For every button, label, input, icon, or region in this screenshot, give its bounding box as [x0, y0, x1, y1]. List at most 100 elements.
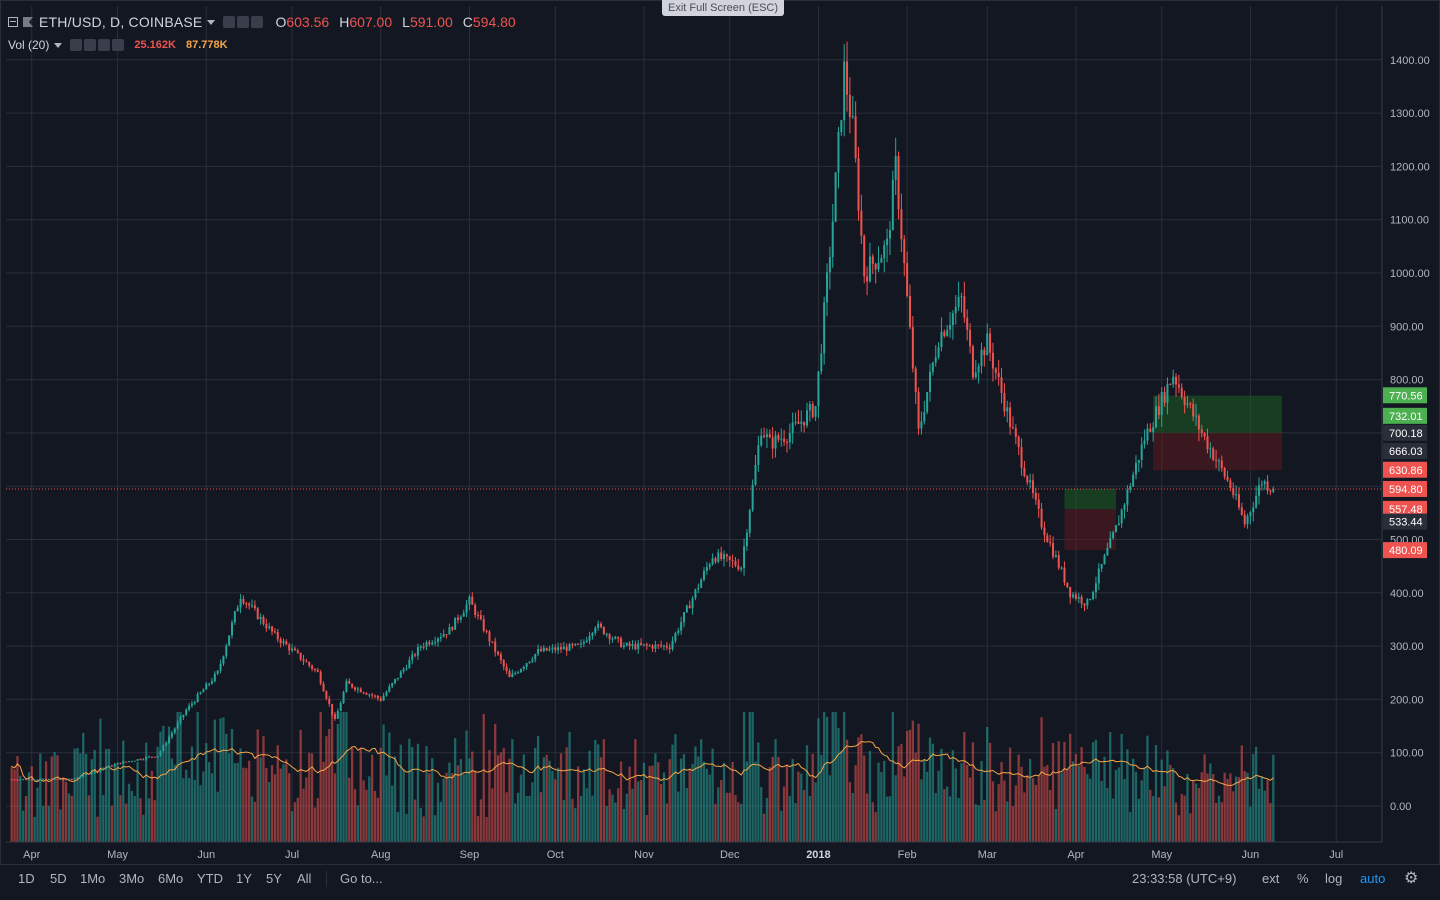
volume-bar [1071, 761, 1075, 842]
volume-bar [740, 803, 743, 842]
candle-body [1255, 495, 1258, 508]
close-icon[interactable] [112, 39, 125, 51]
flag-icon[interactable] [23, 17, 33, 27]
candle-body [448, 627, 451, 635]
volume-bar [966, 764, 969, 842]
volume-bar [868, 750, 872, 842]
volume-bar [242, 767, 245, 842]
candle-body [1112, 532, 1115, 539]
volume-bar [1040, 717, 1043, 842]
candle-body [208, 683, 211, 685]
volume-indicator-name[interactable]: Vol (20) [8, 38, 50, 52]
ext-hours-toggle[interactable]: ext [1262, 871, 1280, 886]
volume-bar [742, 712, 746, 842]
settings-icon[interactable] [84, 39, 97, 51]
candle-body [946, 329, 949, 337]
volume-bar [1146, 735, 1149, 842]
time-tick-label: Jul [285, 849, 299, 861]
position-zone [1153, 395, 1282, 433]
candle-body [122, 761, 125, 764]
more-icon[interactable] [251, 16, 264, 28]
candle-body [542, 647, 545, 652]
volume-bar [705, 768, 709, 842]
range-ytd-button[interactable]: YTD [197, 871, 223, 886]
candle-body [937, 347, 940, 358]
range-3mo-button[interactable]: 3Mo [119, 871, 145, 886]
range-1d-button[interactable]: 1D [18, 871, 35, 886]
candle-body [445, 634, 448, 636]
price-axis[interactable]: 1400.00 1300.00 1200.00 1100.00 1000.00 900.0… [6, 6, 1430, 842]
volume-bar [1028, 758, 1032, 842]
chevron-down-icon[interactable] [207, 19, 216, 25]
candle-body [65, 779, 68, 781]
low-label: L [402, 14, 410, 30]
candle-body [471, 596, 474, 605]
volume-bar [1140, 780, 1143, 842]
candle-body [1069, 586, 1072, 598]
auto-scale-toggle[interactable]: auto [1360, 871, 1386, 886]
candle-body [648, 645, 651, 647]
candle-body [1143, 440, 1146, 445]
gear-icon[interactable]: ⚙ [1404, 870, 1419, 887]
volume-bar [774, 739, 777, 842]
candle-body [1120, 509, 1123, 524]
volume-bar [1183, 795, 1186, 842]
candle-body [205, 683, 208, 690]
candle-body [1080, 596, 1083, 604]
add-icon[interactable] [98, 39, 111, 51]
volume-bar [845, 739, 849, 842]
volume-bar [471, 751, 474, 842]
chevron-down-icon[interactable] [54, 42, 63, 48]
exit-fullscreen-button[interactable]: Exit Full Screen (ESC) [662, 0, 784, 16]
candle-body [708, 564, 711, 568]
candle-body [1126, 489, 1129, 505]
candle-body [705, 567, 708, 571]
collapse-icon[interactable] [8, 17, 18, 27]
clock-timezone[interactable]: 23:33:58 (UTC+9) [1132, 871, 1237, 886]
low-value: 591.00 [409, 14, 453, 30]
symbol-name[interactable]: ETH/USD, D, COINBASE [39, 14, 203, 30]
candle-body [193, 702, 196, 704]
volume-bar [185, 769, 188, 842]
volume-bar [697, 756, 700, 842]
volume-bar [196, 712, 199, 842]
volume-bar [413, 799, 417, 842]
time-axis[interactable]: Apr May Jun Jul Aug Sep Oct Nov Dec 2018 Feb Mar Apr… [6, 841, 1382, 861]
range-6mo-button[interactable]: 6Mo [158, 871, 184, 886]
volume-bar [637, 781, 640, 842]
eye-icon[interactable] [223, 16, 236, 28]
go-to-date-button[interactable]: Go to... [340, 871, 383, 886]
volume-bar [920, 779, 923, 842]
candle-body [1152, 427, 1155, 433]
range-5d-button[interactable]: 5D [50, 871, 67, 886]
log-scale-toggle[interactable]: log [1325, 871, 1343, 886]
volume-bar [1169, 764, 1172, 842]
range-all-button[interactable]: All [297, 871, 312, 886]
candle-body [1063, 567, 1066, 583]
candle-body [554, 647, 557, 651]
range-1mo-button[interactable]: 1Mo [80, 871, 106, 886]
settings-icon[interactable] [237, 16, 250, 28]
volume-bar [1083, 766, 1086, 842]
percent-scale-toggle[interactable]: % [1297, 871, 1309, 886]
range-5y-button[interactable]: 5Y [266, 871, 282, 886]
volume-bar [848, 782, 852, 842]
candle-body [1031, 480, 1034, 493]
price-tick-label: 1100.00 [1390, 215, 1429, 227]
candle-body [1094, 583, 1097, 592]
candle-body [219, 663, 222, 671]
volume-bar [714, 803, 717, 842]
volume-bar [671, 744, 674, 842]
volume-bar [499, 752, 503, 842]
volume-bar [1163, 786, 1166, 842]
candle-body [182, 714, 185, 718]
candle-body [1009, 407, 1012, 428]
eye-icon[interactable] [70, 39, 83, 51]
price-chart[interactable]: 1400.00 1300.00 1200.00 1100.00 1000.00 900.0… [0, 0, 1440, 864]
volume-bar [379, 747, 382, 842]
volume-bar [657, 762, 660, 842]
range-1y-button[interactable]: 1Y [236, 871, 252, 886]
volume-bar [722, 762, 726, 842]
candle-body [436, 638, 439, 642]
candle-body [537, 649, 540, 655]
